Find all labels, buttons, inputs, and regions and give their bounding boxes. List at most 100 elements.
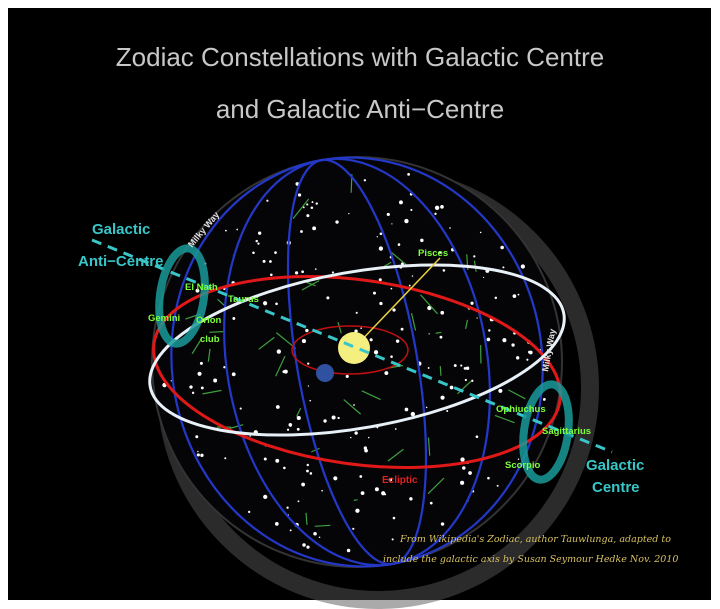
star xyxy=(495,297,497,299)
star xyxy=(446,410,448,412)
star xyxy=(364,179,366,181)
star xyxy=(310,472,313,475)
label: club xyxy=(200,334,220,345)
title-line: Zodiac Constellations with Galactic Cent… xyxy=(116,42,604,72)
constellation-line xyxy=(209,331,225,332)
star xyxy=(286,507,288,509)
star xyxy=(379,246,383,250)
star xyxy=(516,356,519,359)
star xyxy=(189,385,192,388)
star xyxy=(333,476,337,480)
star xyxy=(295,271,298,274)
star xyxy=(240,408,242,410)
diagram: Zodiac Constellations with Galactic Cent… xyxy=(0,0,720,609)
star xyxy=(392,308,395,311)
star xyxy=(476,435,479,438)
star xyxy=(521,264,525,268)
star xyxy=(471,380,473,382)
star xyxy=(409,497,412,500)
star xyxy=(197,453,200,456)
star xyxy=(450,386,454,390)
star xyxy=(355,431,358,434)
star xyxy=(352,528,354,530)
star xyxy=(355,509,359,513)
star xyxy=(197,372,201,376)
star xyxy=(353,404,355,406)
star xyxy=(435,206,439,210)
star xyxy=(301,270,304,273)
star xyxy=(307,363,309,365)
star xyxy=(440,336,443,339)
star xyxy=(464,367,467,370)
star xyxy=(502,266,504,268)
star xyxy=(297,416,301,420)
star xyxy=(264,458,267,461)
star xyxy=(257,243,259,245)
star xyxy=(391,288,393,290)
star xyxy=(346,375,349,378)
star xyxy=(275,522,279,526)
star xyxy=(392,538,394,540)
star xyxy=(200,454,203,457)
star xyxy=(306,214,309,217)
star xyxy=(306,203,308,205)
star xyxy=(497,485,499,487)
star xyxy=(513,294,517,298)
star xyxy=(454,364,457,367)
star xyxy=(263,495,267,499)
star xyxy=(434,213,436,215)
star xyxy=(309,400,311,402)
star xyxy=(502,338,506,342)
star xyxy=(529,351,533,355)
star xyxy=(441,522,444,525)
star xyxy=(300,230,303,233)
star xyxy=(399,200,403,204)
label: Ophiuchus xyxy=(496,404,546,415)
star xyxy=(543,398,546,401)
star xyxy=(316,202,318,204)
sun xyxy=(338,332,370,364)
star xyxy=(225,230,227,232)
star xyxy=(407,173,410,176)
star xyxy=(201,386,204,389)
star xyxy=(368,437,369,438)
label: Gemini xyxy=(148,313,180,324)
star xyxy=(462,466,465,469)
star xyxy=(252,251,255,254)
star xyxy=(224,457,226,459)
star xyxy=(302,339,306,343)
star xyxy=(350,437,351,438)
star xyxy=(361,491,365,495)
label: Anti−Centre xyxy=(78,253,163,270)
credit: include the galactic axis by Susan Seymo… xyxy=(383,554,678,565)
star xyxy=(384,493,386,495)
star xyxy=(449,227,451,229)
star xyxy=(359,475,362,478)
star xyxy=(460,457,464,461)
label: Orion xyxy=(196,315,222,326)
star xyxy=(315,268,317,270)
label: Galactic xyxy=(586,457,644,474)
star xyxy=(390,355,393,358)
star xyxy=(287,429,289,431)
star xyxy=(409,285,411,287)
star xyxy=(258,232,261,235)
star xyxy=(356,312,358,314)
star xyxy=(319,536,321,538)
star xyxy=(232,317,235,320)
label: Galactic xyxy=(92,221,150,238)
star xyxy=(488,329,490,331)
star xyxy=(410,209,412,211)
star xyxy=(312,226,316,230)
star xyxy=(498,389,502,393)
star xyxy=(312,201,314,203)
star xyxy=(477,317,478,318)
star xyxy=(269,260,272,263)
star xyxy=(426,407,428,409)
star xyxy=(307,464,309,466)
star xyxy=(213,379,217,383)
star xyxy=(290,529,292,531)
star xyxy=(395,428,397,430)
star xyxy=(470,302,473,305)
star xyxy=(283,467,286,470)
